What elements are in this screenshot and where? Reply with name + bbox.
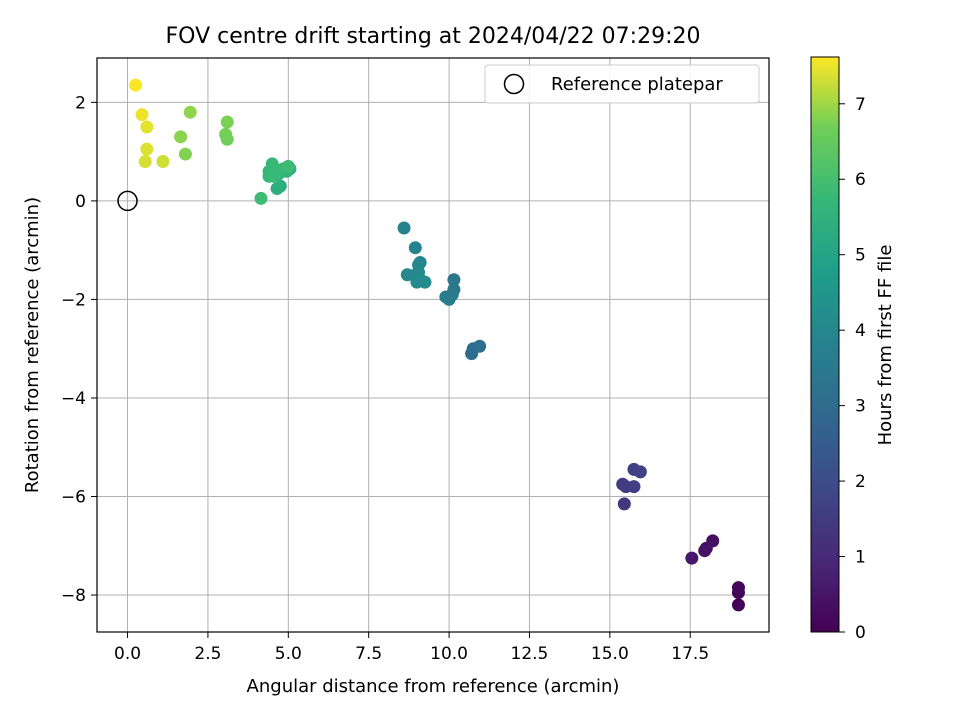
colorbar-ticks: 0 1 2 3 4 5 6 7 (839, 95, 866, 643)
data-point (140, 120, 154, 134)
data-point (617, 497, 631, 511)
colorbar: 0 1 2 3 4 5 6 7 Hours from first FF file (810, 56, 896, 643)
data-point (254, 191, 268, 205)
y-tick-label: 2 (75, 93, 86, 113)
data-point (442, 292, 456, 306)
y-axis-label: Rotation from reference (arcmin) (22, 197, 43, 493)
x-tick-label: 7.5 (355, 644, 382, 664)
colorbar-tick-label: 0 (855, 623, 866, 643)
data-point (408, 241, 422, 255)
y-tick-label: 0 (75, 192, 86, 212)
reference-platepar-marker (117, 190, 138, 212)
colorbar-tick-label: 4 (855, 321, 866, 341)
y-tick-label: −6 (61, 488, 86, 508)
grid-lines (97, 58, 769, 632)
x-tick-label: 17.5 (671, 644, 709, 664)
colorbar-tick-label: 3 (855, 397, 866, 417)
data-point (698, 544, 712, 558)
legend-box (484, 64, 760, 104)
plot-frame (96, 57, 770, 633)
data-point (731, 581, 745, 595)
data-point (685, 551, 699, 565)
data-point (220, 115, 234, 129)
data-point (219, 127, 233, 141)
data-point (633, 465, 647, 479)
data-point (273, 179, 287, 193)
y-tick-label: −2 (61, 290, 86, 310)
data-point (731, 598, 745, 612)
x-tick-label: 2.5 (194, 644, 221, 664)
x-tick-label: 12.5 (511, 644, 549, 664)
y-tick-label: −4 (61, 389, 86, 409)
colorbar-tick-label: 1 (855, 548, 866, 568)
x-tick-label: 0.0 (114, 644, 141, 664)
data-point (140, 142, 154, 156)
colorbar-tick-label: 2 (855, 472, 866, 492)
legend: Reference platepar (484, 64, 760, 104)
x-axis-ticks: 0.0 2.5 5.0 7.5 10.0 12.5 15.0 17.5 (114, 632, 709, 664)
y-tick-label: −8 (61, 586, 86, 606)
data-point (397, 221, 411, 235)
data-point (281, 159, 295, 173)
colorbar-tick-label: 7 (855, 95, 866, 115)
data-point (627, 480, 641, 494)
x-axis-label: Angular distance from reference (arcmin) (247, 676, 620, 697)
data-points (129, 78, 745, 612)
data-point (178, 147, 192, 161)
x-tick-label: 15.0 (591, 644, 629, 664)
y-axis-ticks: 2 0 −2 −4 −6 −8 (61, 93, 97, 606)
data-point (447, 273, 461, 287)
reference-marker-group (117, 190, 138, 212)
data-point (138, 154, 152, 168)
data-point (267, 169, 281, 183)
data-point (183, 105, 197, 119)
data-point (174, 130, 188, 144)
colorbar-tick-label: 5 (855, 246, 866, 266)
colorbar-label: Hours from first FF file (875, 245, 896, 446)
chart-title: FOV centre drift starting at 2024/04/22 … (166, 24, 701, 49)
legend-reference-marker (503, 73, 525, 95)
data-point (135, 108, 149, 122)
colorbar-tick-label: 6 (855, 170, 866, 190)
colorbar-gradient (810, 56, 840, 633)
data-point (418, 275, 432, 289)
x-tick-label: 10.0 (430, 644, 468, 664)
plot-area: 0.0 2.5 5.0 7.5 10.0 12.5 15.0 17.5 2 0 −2 −4 −6 −8 (61, 57, 770, 664)
data-point (156, 154, 170, 168)
data-point (473, 339, 487, 353)
data-point (129, 78, 143, 92)
legend-entry-reference: Reference platepar (551, 74, 723, 95)
x-tick-label: 5.0 (275, 644, 302, 664)
